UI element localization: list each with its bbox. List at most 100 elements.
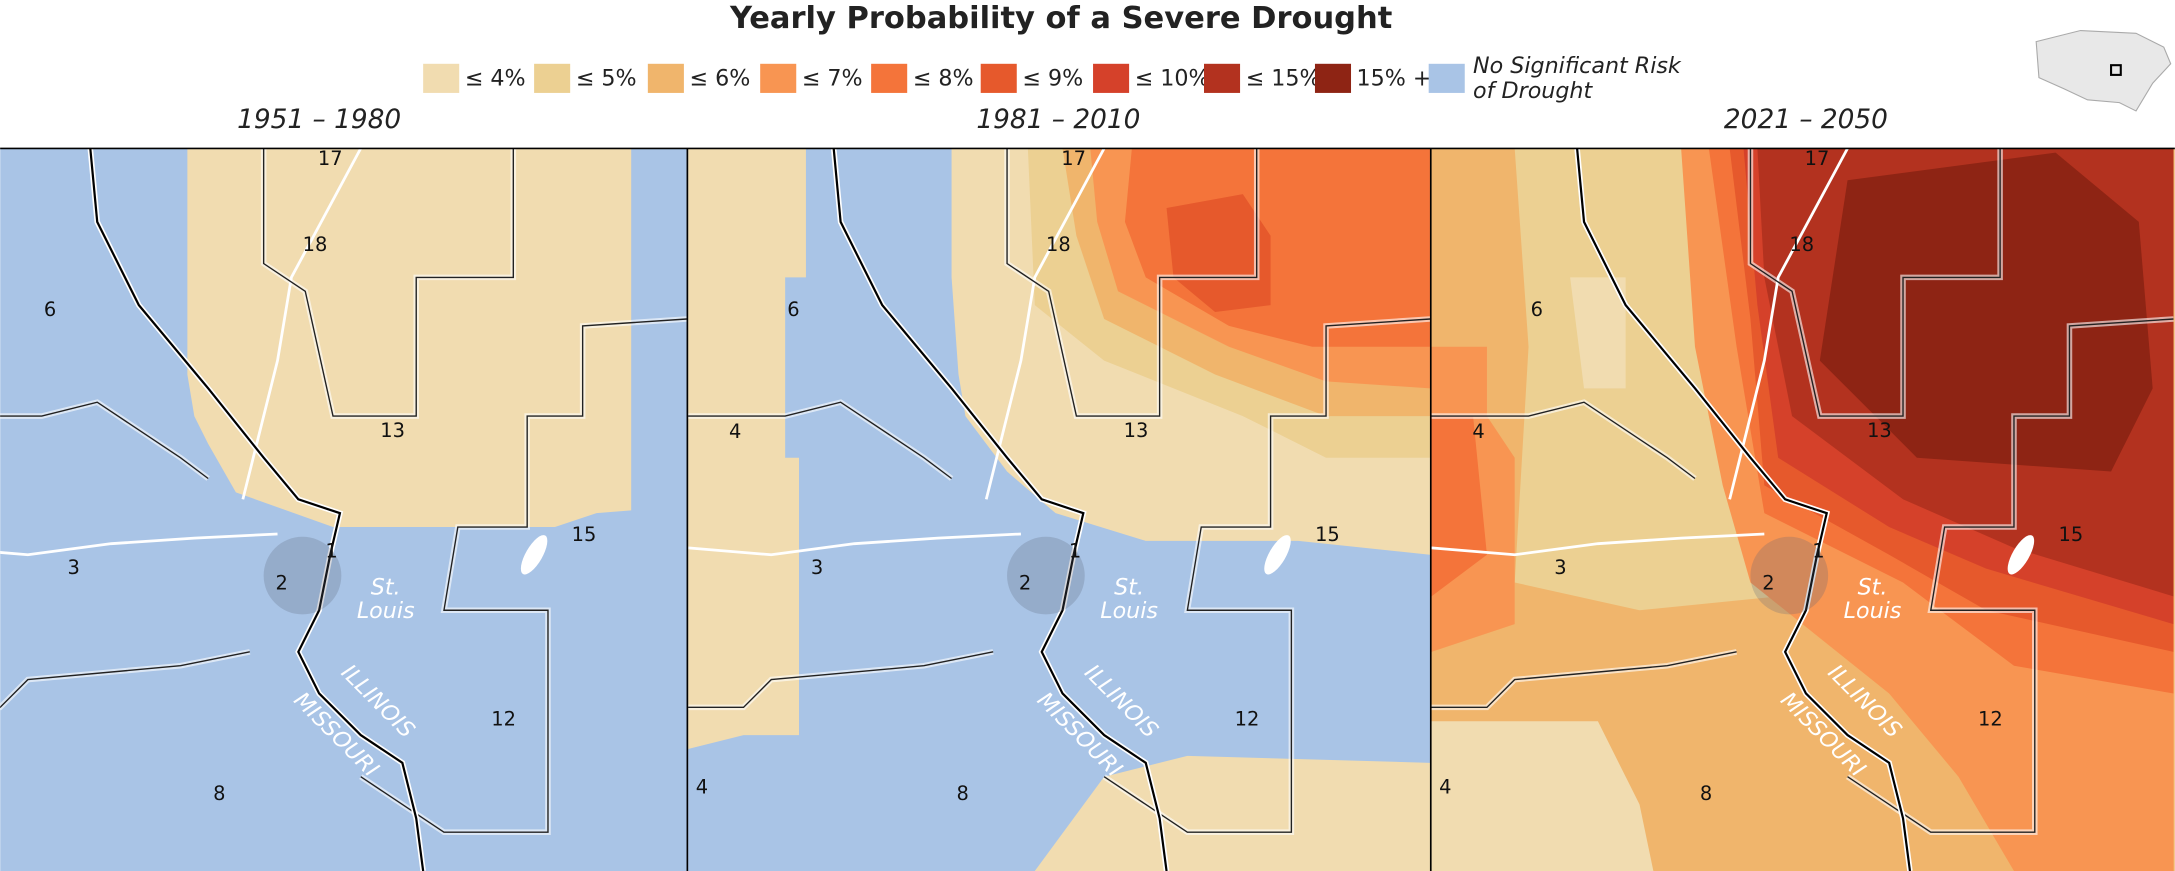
district-label: 3 [811, 556, 823, 579]
legend-swatch [980, 63, 1017, 93]
district-label: 12 [1978, 707, 2003, 730]
district-label: 3 [67, 556, 79, 579]
district-label: 8 [213, 782, 225, 805]
legend-label: of Drought [1473, 78, 1593, 104]
river [241, 148, 362, 500]
us-outline [2035, 29, 2172, 112]
district-label: 4 [696, 775, 708, 798]
legend-swatch [1428, 63, 1465, 93]
legend-label: ≤ 6% [689, 66, 750, 92]
lake [2007, 535, 2035, 575]
legend-label: 15% + [1357, 66, 1432, 92]
district-label: 13 [380, 419, 405, 442]
county-border [1006, 148, 1258, 417]
river [688, 532, 1021, 557]
county-border [1431, 401, 1696, 480]
county-border [1749, 148, 2001, 417]
lake [1264, 535, 1291, 575]
district-label: 1 [1069, 540, 1081, 563]
county-border [688, 401, 952, 480]
district-label: 2 [1019, 571, 1031, 594]
legend-label: ≤ 7% [802, 66, 863, 92]
district-label: 12 [491, 707, 516, 730]
place-label: Louis [1844, 598, 1902, 624]
district-label: 12 [1235, 707, 1260, 730]
place-label: St. [1114, 575, 1144, 601]
risk-region [1570, 277, 1626, 389]
panel-title: 2021 – 2050 [1724, 105, 1888, 135]
district-label: 15 [1315, 523, 1340, 546]
inset-map [2035, 29, 2172, 112]
lake [520, 535, 548, 575]
legend-label: ≤ 4% [465, 66, 526, 92]
place-label: Louis [357, 598, 415, 624]
district-label: 2 [1762, 571, 1774, 594]
place-label: Louis [1100, 598, 1158, 624]
legend-label: ≤ 10% [1135, 66, 1210, 92]
district-label: 17 [1061, 147, 1086, 170]
legend-label: ≤ 8% [913, 66, 974, 92]
river [984, 148, 1106, 500]
district-label: 8 [956, 782, 968, 805]
district-label: 17 [318, 147, 343, 170]
city-area [1007, 536, 1085, 615]
state-border [1575, 148, 1912, 871]
county-border [1103, 318, 1431, 833]
county-border [1847, 318, 2174, 833]
map-lines [688, 148, 1431, 871]
risk-region [1034, 755, 1431, 871]
district-label: 1 [325, 540, 337, 563]
legend-label: No Significant Risk [1473, 53, 1682, 79]
district-label: 4 [1439, 775, 1451, 798]
legend-label: ≤ 15% [1246, 66, 1321, 92]
maps: 171861332115128St.LouisILLINOISMISSOURI1… [0, 105, 2175, 871]
legend-swatch [647, 63, 684, 93]
district-label: 2 [276, 571, 288, 594]
place-label: St. [371, 575, 401, 601]
district-label: 13 [1124, 419, 1149, 442]
district-label: 8 [1700, 782, 1712, 805]
map-panel [688, 148, 1431, 871]
risk-region [187, 148, 632, 528]
district-label: 3 [1554, 556, 1566, 579]
district-label: 6 [44, 298, 56, 321]
district-label: 4 [729, 420, 741, 443]
legend-swatch [1314, 63, 1352, 93]
risk-region [1166, 194, 1271, 313]
map-lines [0, 148, 687, 871]
district-label: 1 [1812, 540, 1824, 563]
inset-box [2110, 64, 2122, 76]
legend-swatch [1093, 63, 1130, 93]
city-area [1750, 536, 1829, 615]
district-label: 13 [1867, 419, 1892, 442]
legend-label: ≤ 9% [1022, 66, 1083, 92]
district-label: 18 [1789, 233, 1814, 256]
state-border [832, 148, 1168, 871]
state-border [89, 148, 425, 871]
river [0, 532, 278, 557]
district-label: 6 [787, 298, 799, 321]
legend: ≤ 4% ≤ 5% ≤ 6% ≤ 7% ≤ 8% ≤ 9% ≤ 10% ≤ 15% 15% + N… [423, 53, 1682, 104]
map-panel [1431, 148, 2175, 871]
river [1728, 148, 1849, 500]
county-border [0, 651, 250, 709]
county-border [1431, 651, 1737, 709]
district-label: 15 [2058, 523, 2083, 546]
panel-title: 1981 – 2010 [976, 105, 1140, 135]
district-label: 4 [1472, 420, 1484, 443]
legend-swatch [534, 63, 571, 93]
district-label: 17 [1805, 147, 1830, 170]
district-label: 18 [303, 233, 328, 256]
risk-region [688, 148, 806, 749]
district-label: 18 [1046, 233, 1071, 256]
legend-swatch [423, 63, 460, 93]
place-label: St. [1858, 575, 1888, 601]
county-border [0, 401, 209, 480]
map-panel [0, 148, 687, 871]
county-border [360, 318, 687, 833]
panel-title: 1951 – 1980 [237, 105, 401, 135]
map-lines [1431, 148, 2174, 871]
risk-region [1514, 148, 1779, 611]
district-label: 6 [1531, 298, 1543, 321]
